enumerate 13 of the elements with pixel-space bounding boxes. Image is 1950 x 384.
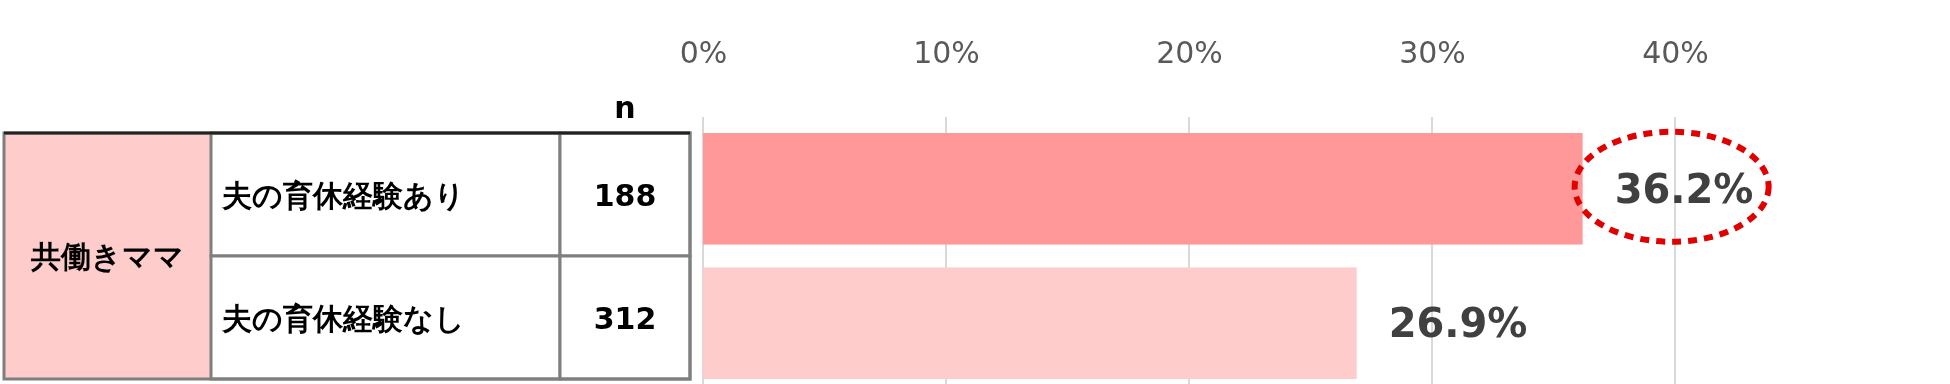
x-tick-label: 10% [913, 35, 980, 70]
x-tick-label: 40% [1642, 35, 1709, 70]
data-label: 26.9% [1388, 300, 1528, 347]
y-tick-label: 夫の育休経験なし [221, 300, 465, 336]
x-tick-label: 20% [1156, 35, 1223, 70]
x-tick-label: 0% [679, 35, 728, 70]
x-tick-label: 30% [1399, 35, 1466, 70]
text: 312 [593, 300, 657, 336]
data-label: 36.2% [1614, 165, 1754, 212]
text: n [614, 90, 636, 125]
y-tick-label: 夫の育休経験あり [221, 177, 465, 213]
text: 共働きママ [29, 239, 184, 274]
text: 188 [593, 177, 657, 213]
